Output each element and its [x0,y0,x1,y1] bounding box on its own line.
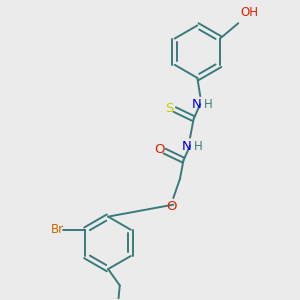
Text: N: N [182,140,192,153]
Text: OH: OH [240,6,258,19]
Text: N: N [192,98,202,111]
Text: H: H [204,98,213,111]
Text: H: H [194,140,203,153]
Text: O: O [166,200,177,213]
Text: S: S [166,102,174,115]
Text: Br: Br [51,223,64,236]
Text: O: O [154,143,165,156]
